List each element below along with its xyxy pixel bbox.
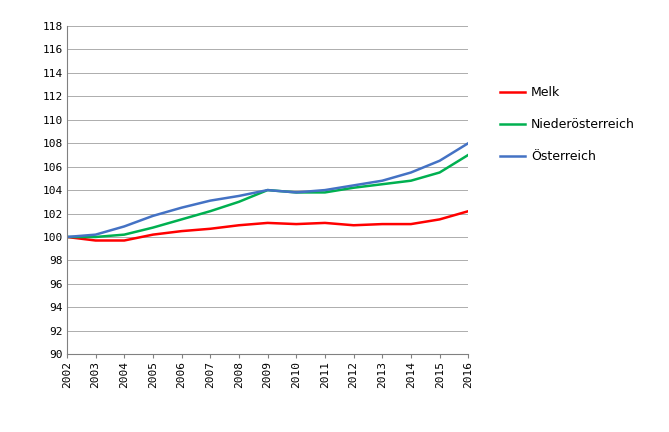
Niederösterreich [149,225,157,230]
Melk [321,220,329,226]
Österreich [235,194,243,199]
Melk [350,222,358,228]
Österreich [63,235,71,240]
Österreich [407,170,415,175]
Niederösterreich [464,152,472,158]
Line: Melk: Melk [67,211,468,241]
Niederösterreich [120,232,128,237]
Melk [407,222,415,227]
Österreich [120,224,128,229]
Niederösterreich [350,185,358,191]
Niederösterreich [436,170,444,175]
Österreich [292,190,300,195]
Melk [149,232,157,237]
Österreich [92,232,100,237]
Melk [464,209,472,214]
Melk [436,217,444,222]
Melk [120,238,128,243]
Melk [292,222,300,227]
Österreich [321,187,329,193]
Österreich [149,213,157,219]
Niederösterreich [292,190,300,195]
Österreich [264,187,272,193]
Melk [92,238,100,243]
Österreich [464,140,472,146]
Line: Österreich: Österreich [67,143,468,237]
Melk [235,222,243,228]
Niederösterreich [264,187,272,193]
Österreich [350,183,358,188]
Niederösterreich [321,190,329,195]
Line: Niederösterreich: Niederösterreich [67,155,468,237]
Niederösterreich [378,181,386,187]
Österreich [378,178,386,183]
Melk [63,235,71,240]
Niederösterreich [235,199,243,204]
Melk [177,229,185,234]
Legend: Melk, Niederösterreich, Österreich: Melk, Niederösterreich, Österreich [494,81,640,168]
Österreich [436,158,444,163]
Melk [206,226,214,232]
Niederösterreich [206,209,214,214]
Melk [378,222,386,227]
Niederösterreich [407,178,415,183]
Österreich [206,198,214,203]
Niederösterreich [63,235,71,240]
Melk [264,220,272,226]
Niederösterreich [177,217,185,222]
Österreich [177,205,185,210]
Niederösterreich [92,235,100,240]
